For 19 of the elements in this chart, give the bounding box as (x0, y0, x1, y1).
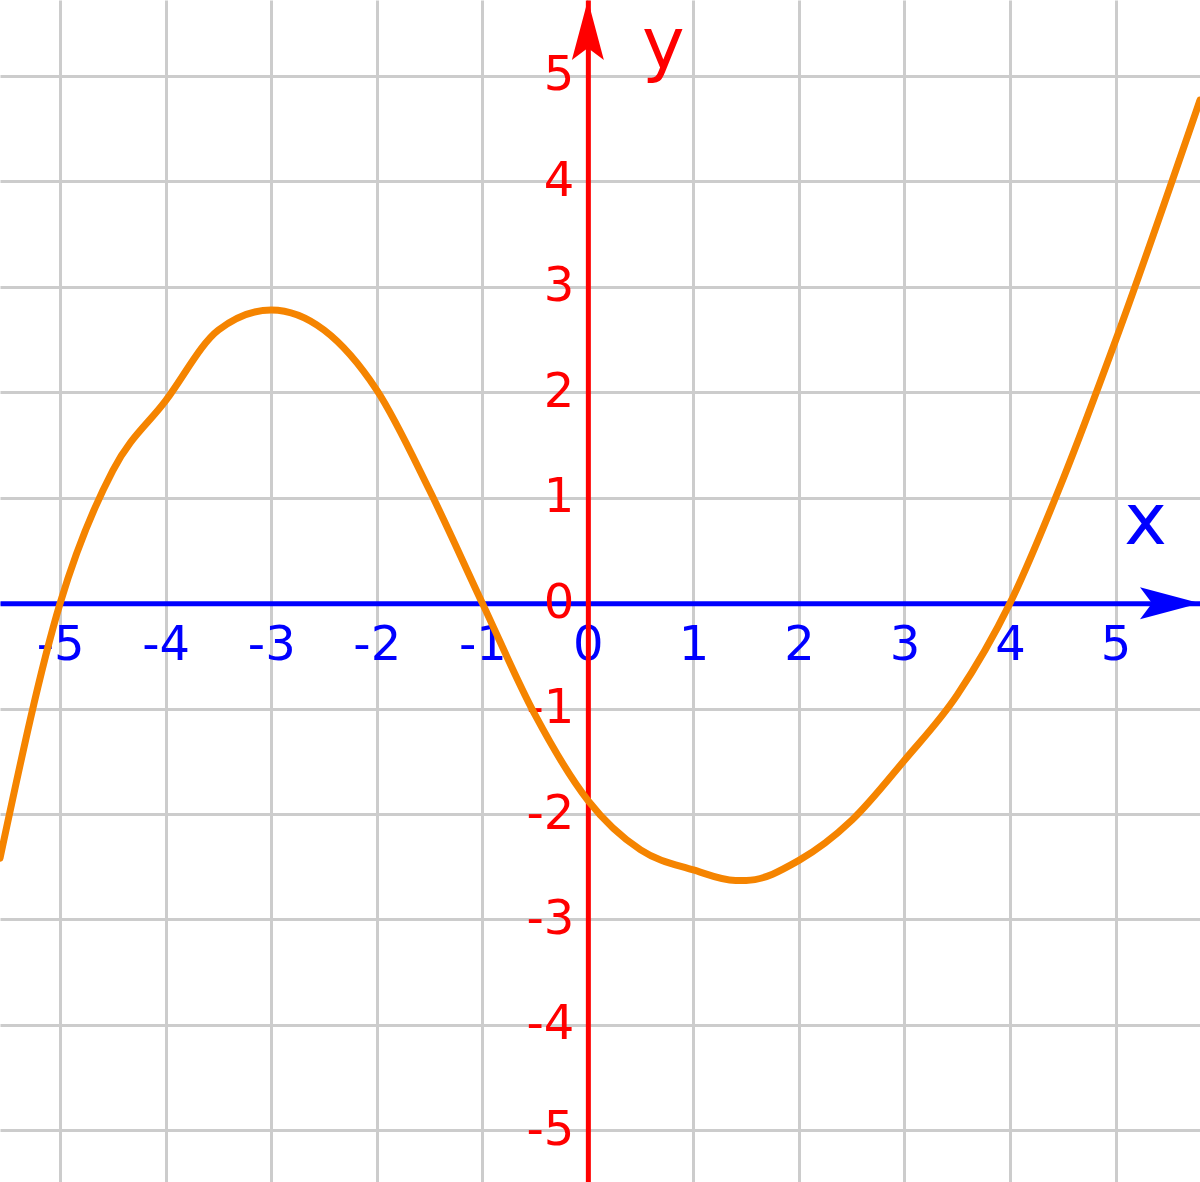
x-tick-label: 1 (678, 614, 710, 671)
x-axis-title: x (1124, 476, 1167, 561)
y-tick-label: 2 (543, 361, 575, 418)
x-tick-label: 4 (995, 614, 1026, 671)
y-tick-label: 5 (543, 45, 575, 102)
x-tick-label: -4 (142, 614, 191, 671)
y-tick-label: -4 (526, 994, 575, 1051)
y-tick-label: -5 (526, 1099, 575, 1156)
x-tick-label: 3 (889, 614, 921, 671)
x-tick-label: -3 (247, 614, 296, 671)
y-axis-title: y (642, 0, 685, 85)
y-tick-label: 1 (543, 467, 575, 524)
x-tick-label: 5 (1100, 614, 1132, 671)
x-tick-label: -2 (353, 614, 402, 671)
y-tick-label: -2 (526, 783, 575, 840)
y-tick-label: 4 (543, 150, 575, 207)
x-tick-label: 2 (784, 614, 815, 671)
y-tick-label: 3 (543, 256, 575, 313)
y-tick-label: -3 (526, 888, 575, 945)
